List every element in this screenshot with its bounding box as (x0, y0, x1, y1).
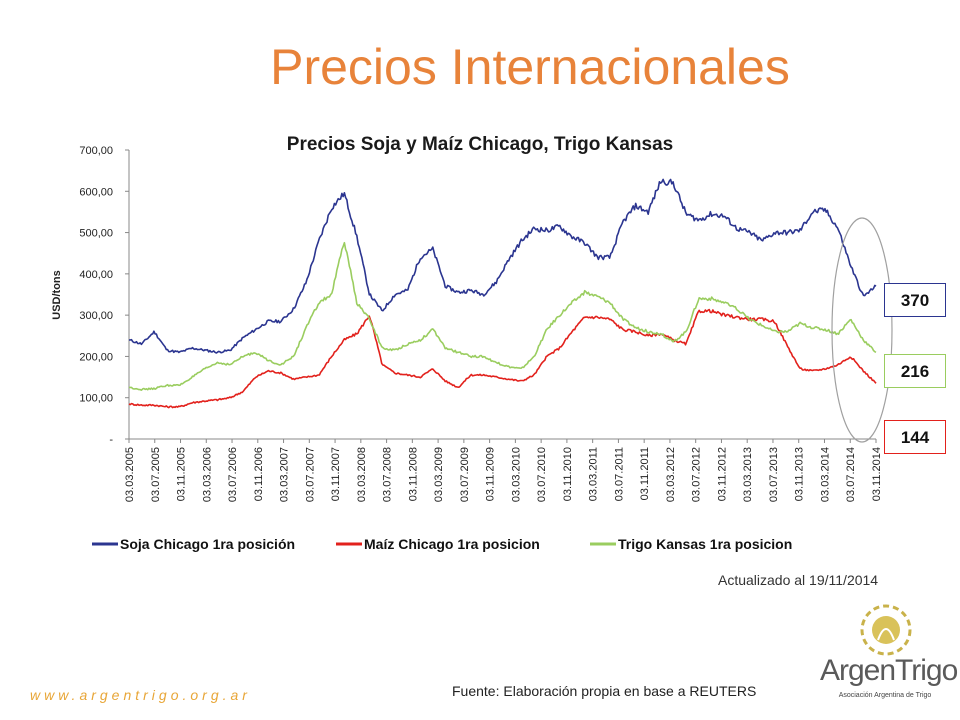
logo-name: ArgenTrigo (820, 654, 958, 687)
x-tick-label: 03.03.2010 (510, 447, 522, 502)
slide-title: Precios Internacionales (270, 39, 790, 95)
updated-date: Actualizado al 19/11/2014 (718, 572, 879, 588)
legend-label: Trigo Kansas 1ra posicion (618, 536, 792, 552)
wheat-sun-icon (860, 604, 912, 656)
x-tick-label: 03.07.2005 (150, 447, 162, 502)
x-tick-label: 03.11.2008 (407, 447, 419, 501)
y-tick-label: 300,00 (79, 310, 113, 322)
x-tick-label: 03.11.2012 (716, 447, 728, 501)
series-line (128, 178, 877, 354)
legend-label: Soja Chicago 1ra posición (120, 536, 295, 552)
x-tick-label: 03.07.2008 (382, 447, 394, 502)
x-tick-label: 03.11.2005 (176, 447, 188, 501)
highlight-ellipse (831, 217, 893, 443)
x-tick-label: 03.03.2011 (588, 447, 600, 501)
x-tick-label: 03.03.2014 (819, 447, 831, 502)
x-axis: 03.03.2005 03.07.2005 03.11.2005 03.03.2006… (124, 438, 883, 502)
series-line (129, 241, 877, 392)
series-line (128, 308, 877, 409)
x-tick-label: 03.03.2007 (279, 447, 291, 502)
y-tick-label: 400,00 (79, 269, 113, 281)
x-tick-label: 03.11.2011 (639, 447, 651, 500)
annotation-maiz: 144 (884, 420, 946, 454)
x-tick-label: 03.11.2010 (562, 447, 574, 501)
x-tick-label: 03.07.2009 (459, 447, 471, 502)
y-tick-label: - (109, 434, 113, 446)
logo-subtitle: Asociación Argentina de Trigo (838, 692, 932, 699)
y-tick-label: 100,00 (79, 393, 113, 405)
legend-label: Maíz Chicago 1ra posicion (364, 536, 540, 552)
y-tick-label: 600,00 (79, 186, 113, 198)
y-axis-label: USD/tons (51, 270, 63, 320)
x-tick-label: 03.11.2007 (330, 447, 342, 501)
x-tick-label: 03.07.2014 (845, 447, 857, 502)
chart-title: Precios Soja y Maíz Chicago, Trigo Kansa… (286, 134, 674, 155)
y-axis: - 100,00 200,00 300,00 400,00 500,00 600,00 700… (51, 145, 130, 446)
website-link[interactable]: www.argentrigo.org.ar (30, 687, 251, 703)
x-tick-label: 03.03.2012 (665, 447, 677, 502)
x-tick-label: 03.07.2006 (227, 447, 239, 502)
annotation-trigo: 216 (884, 354, 946, 388)
x-tick-label: 03.03.2009 (433, 447, 445, 502)
y-tick-label: 200,00 (79, 351, 113, 363)
annotation-soja: 370 (884, 283, 946, 317)
source-note: Fuente: Elaboración propia en base a REU… (452, 683, 757, 699)
x-tick-label: 03.07.2011 (613, 447, 625, 501)
x-tick-label: 03.03.2005 (124, 447, 136, 502)
argentrigo-logo: ArgenTrigo Asociación Argentina de Trigo (820, 600, 958, 715)
x-tick-label: 03.07.2010 (536, 447, 548, 502)
y-tick-label: 500,00 (79, 228, 113, 240)
x-tick-label: 03.11.2009 (485, 447, 497, 501)
x-tick-label: 03.07.2007 (304, 447, 316, 502)
y-tick-label: 700,00 (79, 145, 113, 157)
x-tick-label: 03.11.2013 (794, 447, 806, 501)
x-tick-label: 03.07.2013 (768, 447, 780, 502)
x-tick-label: 03.03.2006 (201, 447, 213, 502)
x-tick-label: 03.11.2006 (253, 447, 265, 501)
series-lines (128, 178, 877, 409)
x-tick-label: 03.03.2013 (742, 447, 754, 502)
x-tick-label: 03.11.2014 (871, 447, 883, 501)
x-tick-label: 03.07.2012 (691, 447, 703, 502)
legend: Soja Chicago 1ra posición Maíz Chicago 1r… (92, 536, 792, 552)
x-tick-label: 03.03.2008 (356, 447, 368, 502)
